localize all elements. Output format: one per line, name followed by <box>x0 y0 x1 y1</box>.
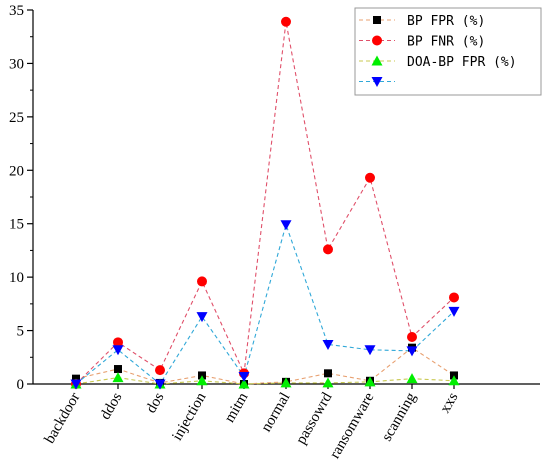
data-point-series-2 <box>238 378 250 389</box>
x-tick-label: mitm <box>222 390 252 426</box>
y-tick-label: 15 <box>9 217 24 233</box>
x-tick-label: ransomware <box>327 390 378 462</box>
series-line-3 <box>75 222 455 385</box>
data-point-series-3 <box>238 372 250 383</box>
data-point-series-2 <box>364 376 376 387</box>
data-point-series-1 <box>155 365 165 376</box>
data-point-series-0 <box>114 365 122 374</box>
legend-label: DOA-BP FPR (%) <box>407 55 517 70</box>
data-point-series-3 <box>364 345 376 356</box>
x-tick-label: ddos <box>97 390 125 423</box>
data-point-series-2 <box>406 373 418 384</box>
y-tick-label: 35 <box>9 3 24 19</box>
data-point-series-3 <box>70 379 82 390</box>
data-point-series-1 <box>407 331 417 342</box>
legend-box <box>354 7 542 96</box>
x-tick-label: dos <box>143 390 167 416</box>
data-point-series-3 <box>280 220 292 231</box>
data-point-series-2 <box>322 377 334 388</box>
y-tick-label: 20 <box>9 163 24 179</box>
x-tick-label: injection <box>169 390 209 444</box>
data-point-series-2 <box>448 375 460 386</box>
data-point-series-3 <box>154 379 166 390</box>
series-line-0 <box>75 346 455 385</box>
data-point-series-3 <box>322 339 334 350</box>
x-tick-label: xxs <box>437 390 461 416</box>
data-point-series-2 <box>112 372 124 383</box>
x-tick-label: passowrd <box>293 390 335 448</box>
legend-marker-3 <box>371 77 383 87</box>
data-point-series-0 <box>324 369 332 378</box>
data-point-series-1 <box>323 244 333 255</box>
data-point-series-1 <box>365 172 375 183</box>
y-tick-label: 10 <box>9 270 24 286</box>
y-tick-label: 0 <box>17 377 25 393</box>
data-point-series-2 <box>196 375 208 386</box>
legend-label: BP FPR (%) <box>407 14 485 29</box>
data-point-series-1 <box>197 276 207 287</box>
legend-marker-2 <box>371 55 383 66</box>
data-point-series-1 <box>113 337 123 348</box>
data-point-series-3 <box>196 312 208 323</box>
data-point-series-3 <box>448 306 460 317</box>
data-point-series-1 <box>281 16 291 27</box>
legend-marker-0 <box>373 16 381 24</box>
x-tick-label: normal <box>258 390 293 435</box>
legend-marker-1 <box>372 35 382 46</box>
x-tick-label: scanning <box>379 390 420 445</box>
y-tick-label: 5 <box>17 324 25 340</box>
data-point-series-3 <box>112 345 124 356</box>
data-point-series-3 <box>406 346 418 357</box>
series-line-2 <box>75 377 455 385</box>
x-tick-label: backdoor <box>42 390 84 446</box>
data-point-series-2 <box>280 377 292 388</box>
series-line-1 <box>75 21 455 385</box>
y-tick-label: 30 <box>9 56 24 72</box>
y-tick-label: 25 <box>9 110 24 126</box>
legend-label: BP FNR (%) <box>407 35 485 50</box>
data-point-series-1 <box>449 292 459 303</box>
